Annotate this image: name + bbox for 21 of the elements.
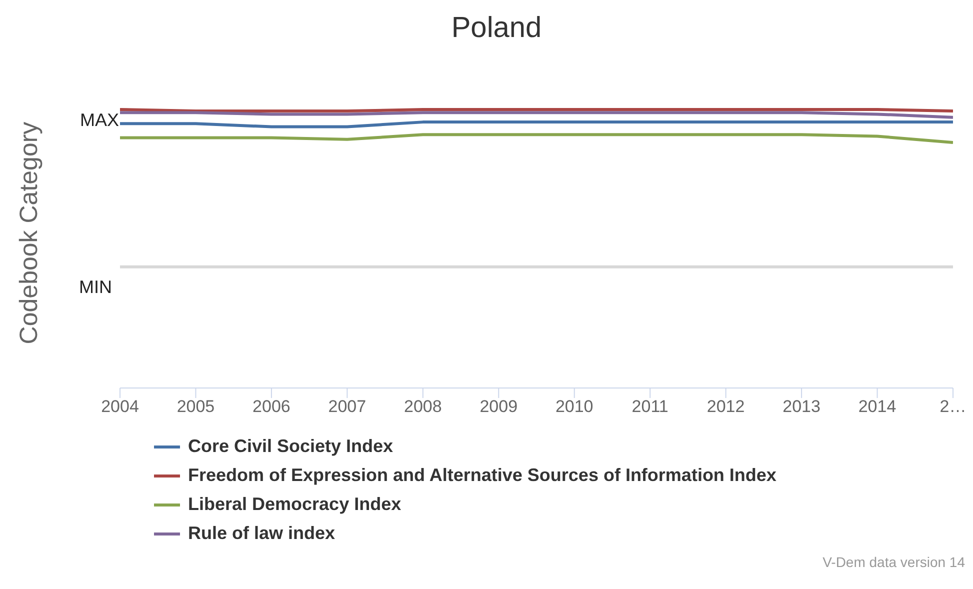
- x-tick-label: 2005: [176, 397, 215, 416]
- x-tick-label: 2007: [328, 397, 366, 416]
- x-tick-label: 2013: [782, 397, 820, 416]
- x-tick-label: 2012: [706, 397, 745, 416]
- x-tick-label: 2…: [940, 397, 966, 416]
- text: MAX: [80, 110, 120, 131]
- text: V-Dem data version 14: [822, 554, 965, 570]
- legend-label: Freedom of Expression and Alternative Sources of Information Index: [188, 464, 776, 487]
- x-tick-label: 2014: [858, 397, 896, 416]
- x-tick-label: 2009: [480, 397, 518, 416]
- legend-label: Liberal Democracy Index: [188, 493, 402, 516]
- x-tick-label: 2006: [252, 397, 290, 416]
- x-tick-label: 2011: [632, 397, 668, 416]
- x-tick-label: 2008: [404, 397, 442, 416]
- chart-title: Poland: [450, 11, 543, 46]
- x-tick-label: 2010: [555, 397, 594, 416]
- y-axis-title: Codebook Category: [14, 121, 43, 344]
- legend-label: Core Civil Society Index: [188, 435, 394, 458]
- x-tick-label: 2004: [101, 397, 139, 416]
- ref-line-label: MIN: [79, 276, 112, 297]
- legend-label: Rule of law index: [188, 522, 336, 545]
